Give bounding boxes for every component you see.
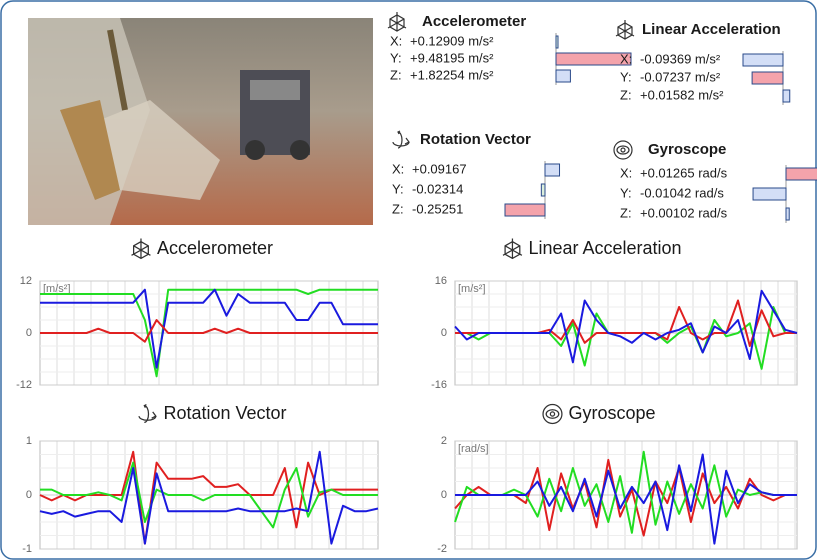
y-tick-label: 0 <box>26 489 32 501</box>
y-tick-label: 2 <box>441 435 447 447</box>
readout-axis-label: Z: <box>620 205 632 220</box>
readout-axis-label: Y: <box>390 50 402 65</box>
readout-bar <box>786 208 789 220</box>
readout-axis-label: Z: <box>620 87 632 102</box>
readout-bar <box>752 72 783 84</box>
y-tick-label: 0 <box>26 327 32 339</box>
readout-axis-label: X: <box>390 33 402 48</box>
readout-bar <box>786 168 817 180</box>
readout-value: +0.09167 <box>412 161 467 176</box>
readout-axis-label: X: <box>392 161 404 176</box>
readout-value: +0.01582 m/s² <box>640 87 724 102</box>
readout-axis-label: X: <box>620 51 632 66</box>
readout-bar <box>541 184 545 196</box>
readout-value: -0.09369 m/s² <box>640 51 721 66</box>
readout-axis-label: Y: <box>392 181 404 196</box>
y-tick-label: 12 <box>20 275 32 287</box>
readout-bar <box>556 70 570 82</box>
unit-label: [rad/s] <box>458 443 489 455</box>
dashboard: Accelerometer X: +0.12909 m/s² Y: +9.48195 m… <box>0 0 817 560</box>
readout-bar <box>753 188 786 200</box>
y-tick-label: -2 <box>437 543 447 555</box>
readout-value: +0.01265 rad/s <box>640 165 728 180</box>
readout-value: +9.48195 m/s² <box>410 50 494 65</box>
readout-title: Linear Acceleration <box>642 21 781 38</box>
readout-value: -0.25251 <box>412 201 463 216</box>
unit-label: [m/s²] <box>458 283 486 295</box>
readout-axis-label: Y: <box>620 69 632 84</box>
readout-value: -0.02314 <box>412 181 463 196</box>
readout-title: Gyroscope <box>648 141 726 158</box>
readout-value: +1.82254 m/s² <box>410 67 494 82</box>
y-tick-label: 0 <box>441 327 447 339</box>
readout-axis-label: Y: <box>620 185 632 200</box>
chart-title: Rotation Vector <box>163 403 286 423</box>
readout-axis-label: X: <box>620 165 632 180</box>
y-tick-label: 1 <box>26 435 32 447</box>
chart-title: Linear Acceleration <box>528 238 681 258</box>
readout-value: +0.12909 m/s² <box>410 33 494 48</box>
readout-value: -0.07237 m/s² <box>640 69 721 84</box>
readout-bar <box>743 54 783 66</box>
readout-value: -0.01042 rad/s <box>640 185 724 200</box>
readout-axis-label: Z: <box>390 67 402 82</box>
y-tick-label: -12 <box>16 379 32 391</box>
readout-value: +0.00102 rad/s <box>640 205 728 220</box>
y-tick-label: 16 <box>435 275 447 287</box>
readout-bar <box>545 164 560 176</box>
y-tick-label: -1 <box>22 543 32 555</box>
readout-bar <box>556 36 558 48</box>
y-tick-label: 0 <box>441 489 447 501</box>
chart-title: Gyroscope <box>568 403 655 423</box>
chart-title: Accelerometer <box>157 238 273 258</box>
y-tick-label: -16 <box>431 379 447 391</box>
readout-bar <box>505 204 545 216</box>
readout-bar <box>783 90 790 102</box>
camera-photo <box>28 18 373 225</box>
readout-title: Accelerometer <box>422 13 526 30</box>
readout-title: Rotation Vector <box>420 131 531 148</box>
readout-axis-label: Z: <box>392 201 404 216</box>
